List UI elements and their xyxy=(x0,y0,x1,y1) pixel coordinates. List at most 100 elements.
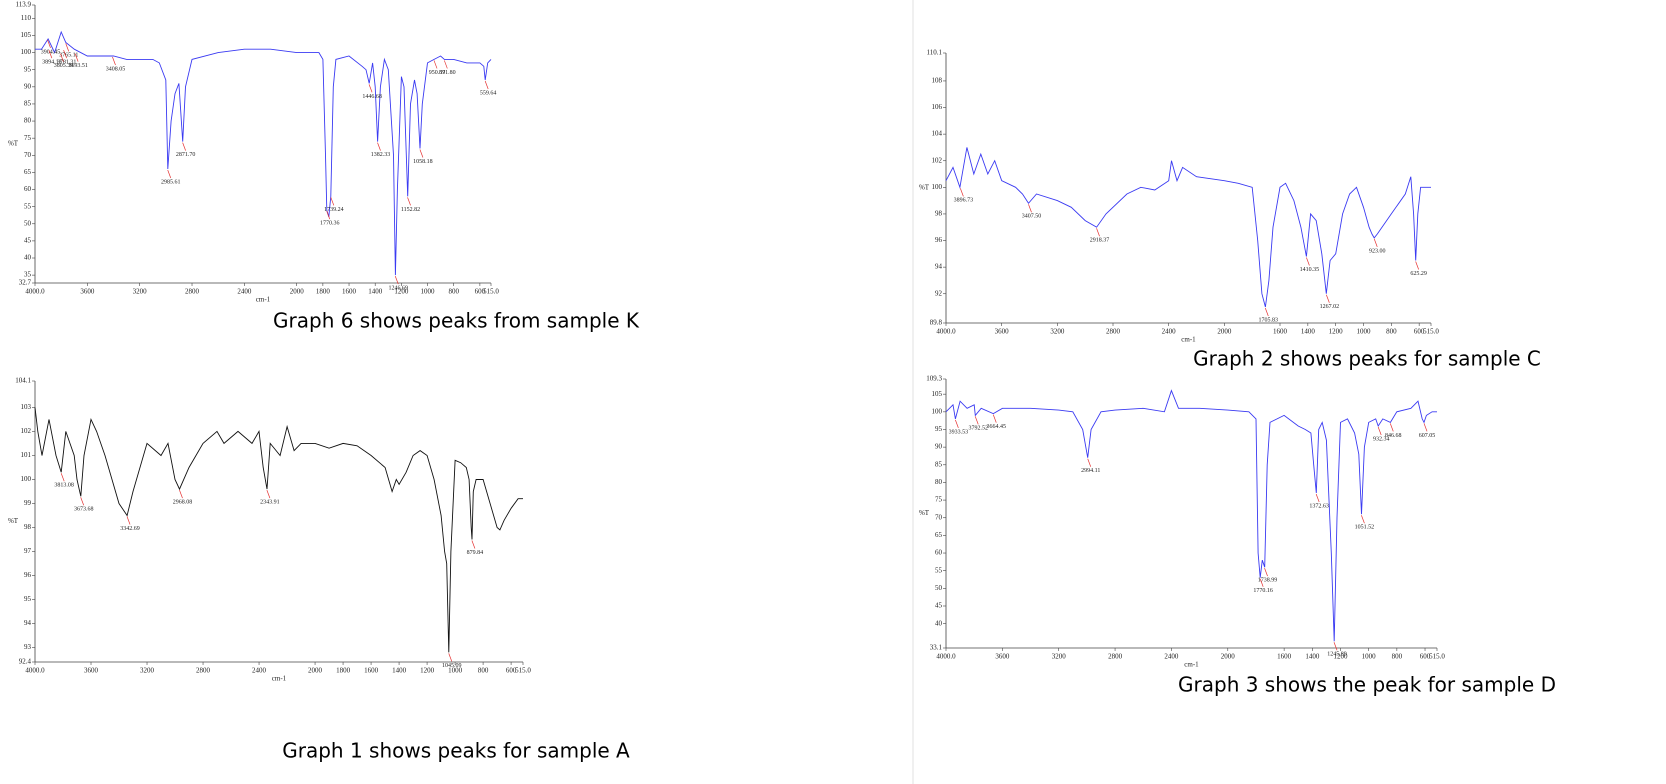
y-axis-label: %T xyxy=(919,184,930,192)
peak-label: 2994.11 xyxy=(1081,468,1100,474)
y-tick-label: 113.9 xyxy=(16,1,32,9)
x-tick-label: 3200 xyxy=(1050,328,1065,336)
x-tick-label: 1400 xyxy=(1301,328,1316,336)
peak-label: 559.64 xyxy=(480,90,497,96)
x-tick-label: 4000.0 xyxy=(25,288,45,296)
peak-marker xyxy=(992,414,997,423)
peak-label: 932.34 xyxy=(1373,436,1390,442)
x-tick-label: 2000 xyxy=(1217,328,1232,336)
y-tick-label: 110 xyxy=(21,14,32,22)
peak-label: 3896.73 xyxy=(954,198,974,204)
y-tick-label: 100 xyxy=(932,407,943,415)
y-tick-label: 55 xyxy=(935,566,943,574)
y-tick-label: 60 xyxy=(935,549,943,557)
peak-label: 3408.05 xyxy=(106,66,126,72)
peak-marker xyxy=(1377,426,1382,436)
peak-marker xyxy=(80,497,85,506)
x-tick-label: 600 xyxy=(1414,328,1425,336)
y-tick-label: 40 xyxy=(24,254,32,262)
peak-marker xyxy=(419,149,424,158)
spectrum-line xyxy=(945,147,1431,308)
y-tick-label: 98 xyxy=(24,523,32,531)
y-axis-label: %T xyxy=(8,140,19,148)
y-tick-label: 103 xyxy=(21,403,32,411)
peak-label: 1410.35 xyxy=(1300,267,1320,273)
y-tick-label: 33.1 xyxy=(930,644,943,652)
peak-label: 3805.39 xyxy=(54,63,74,69)
peak-marker xyxy=(179,489,183,499)
y-tick-label: 97 xyxy=(24,547,32,555)
caption: Graph 2 shows peaks for sample C xyxy=(1193,347,1541,371)
peak-marker xyxy=(960,188,964,197)
x-tick-label: 800 xyxy=(448,288,459,296)
y-tick-label: 85 xyxy=(935,460,943,468)
peak-label: 3813.08 xyxy=(54,483,74,489)
peak-marker xyxy=(955,419,959,429)
peak-marker xyxy=(448,653,453,662)
caption: Graph 6 shows peaks from sample K xyxy=(273,309,640,333)
peak-marker xyxy=(112,56,116,66)
y-tick-label: 102 xyxy=(21,427,32,435)
y-tick-label: 99 xyxy=(24,499,32,507)
peak-label: 3765.11 xyxy=(59,53,78,59)
x-tick-label: 2400 xyxy=(237,288,252,296)
peak-label: 950.59 xyxy=(429,70,446,76)
x-tick-label: 800 xyxy=(1392,653,1403,661)
x-tick-label: 3200 xyxy=(133,288,148,296)
y-tick-label: 105 xyxy=(932,390,943,398)
peak-marker xyxy=(1389,423,1394,432)
y-tick-label: 89.8 xyxy=(930,319,943,327)
peak-marker xyxy=(326,210,331,220)
y-tick-label: 94 xyxy=(935,263,943,271)
x-tick-label: 1200 xyxy=(1333,653,1348,661)
spectrum-line xyxy=(34,407,523,653)
peak-label: 2918.37 xyxy=(1090,238,1110,244)
peak-marker xyxy=(443,60,448,69)
peak-label: 3781.31 xyxy=(57,60,77,66)
y-tick-label: 101 xyxy=(21,451,32,459)
peak-label: 1267.02 xyxy=(1320,304,1340,310)
y-tick-label: 60 xyxy=(24,185,32,193)
peak-label: 1446.68 xyxy=(362,94,382,100)
peak-marker xyxy=(1315,493,1320,503)
x-tick-label: 1600 xyxy=(364,667,379,675)
peak-label: 2985.61 xyxy=(161,179,181,185)
peak-label: 871.80 xyxy=(439,70,456,76)
peak-marker xyxy=(1306,257,1310,266)
peak-label: 1246.69 xyxy=(389,286,409,292)
y-tick-label: 75 xyxy=(24,134,32,142)
y-tick-label: 80 xyxy=(24,117,32,125)
peak-marker xyxy=(1259,578,1264,587)
y-tick-label: 108 xyxy=(932,77,943,85)
peak-marker xyxy=(266,489,271,499)
y-tick-label: 90 xyxy=(935,443,943,451)
peak-marker xyxy=(433,60,438,69)
peak-marker xyxy=(126,516,131,525)
peak-marker xyxy=(1423,423,1428,432)
y-axis-label: %T xyxy=(919,509,930,517)
x-tick-label: 1600 xyxy=(1273,328,1288,336)
peak-label: 607.05 xyxy=(1419,433,1436,439)
peak-label: 3933.53 xyxy=(949,429,969,435)
x-tick-label: 1600 xyxy=(1277,653,1292,661)
peak-marker xyxy=(377,142,381,151)
y-tick-label: 65 xyxy=(935,531,943,539)
x-tick-label: 515.0 xyxy=(1423,328,1439,336)
x-tick-label: 1000 xyxy=(1362,653,1377,661)
x-tick-label: 2800 xyxy=(1108,653,1123,661)
x-tick-label: 2400 xyxy=(1162,328,1177,336)
y-tick-label: 40 xyxy=(935,619,943,627)
x-tick-label: 1000 xyxy=(448,667,463,675)
peak-marker xyxy=(65,43,70,52)
peak-label: 3792.52 xyxy=(968,426,988,432)
peak-label: 879.84 xyxy=(467,550,484,556)
y-tick-label: 35 xyxy=(24,271,32,279)
y-tick-label: 70 xyxy=(935,513,943,521)
x-tick-label: 2800 xyxy=(196,667,211,675)
y-tick-label: 80 xyxy=(935,478,943,486)
peak-label: 3673.68 xyxy=(74,507,94,513)
peak-label: 923.00 xyxy=(1369,248,1386,254)
y-tick-label: 104.1 xyxy=(15,377,31,385)
peak-label: 1045.09 xyxy=(442,663,462,669)
